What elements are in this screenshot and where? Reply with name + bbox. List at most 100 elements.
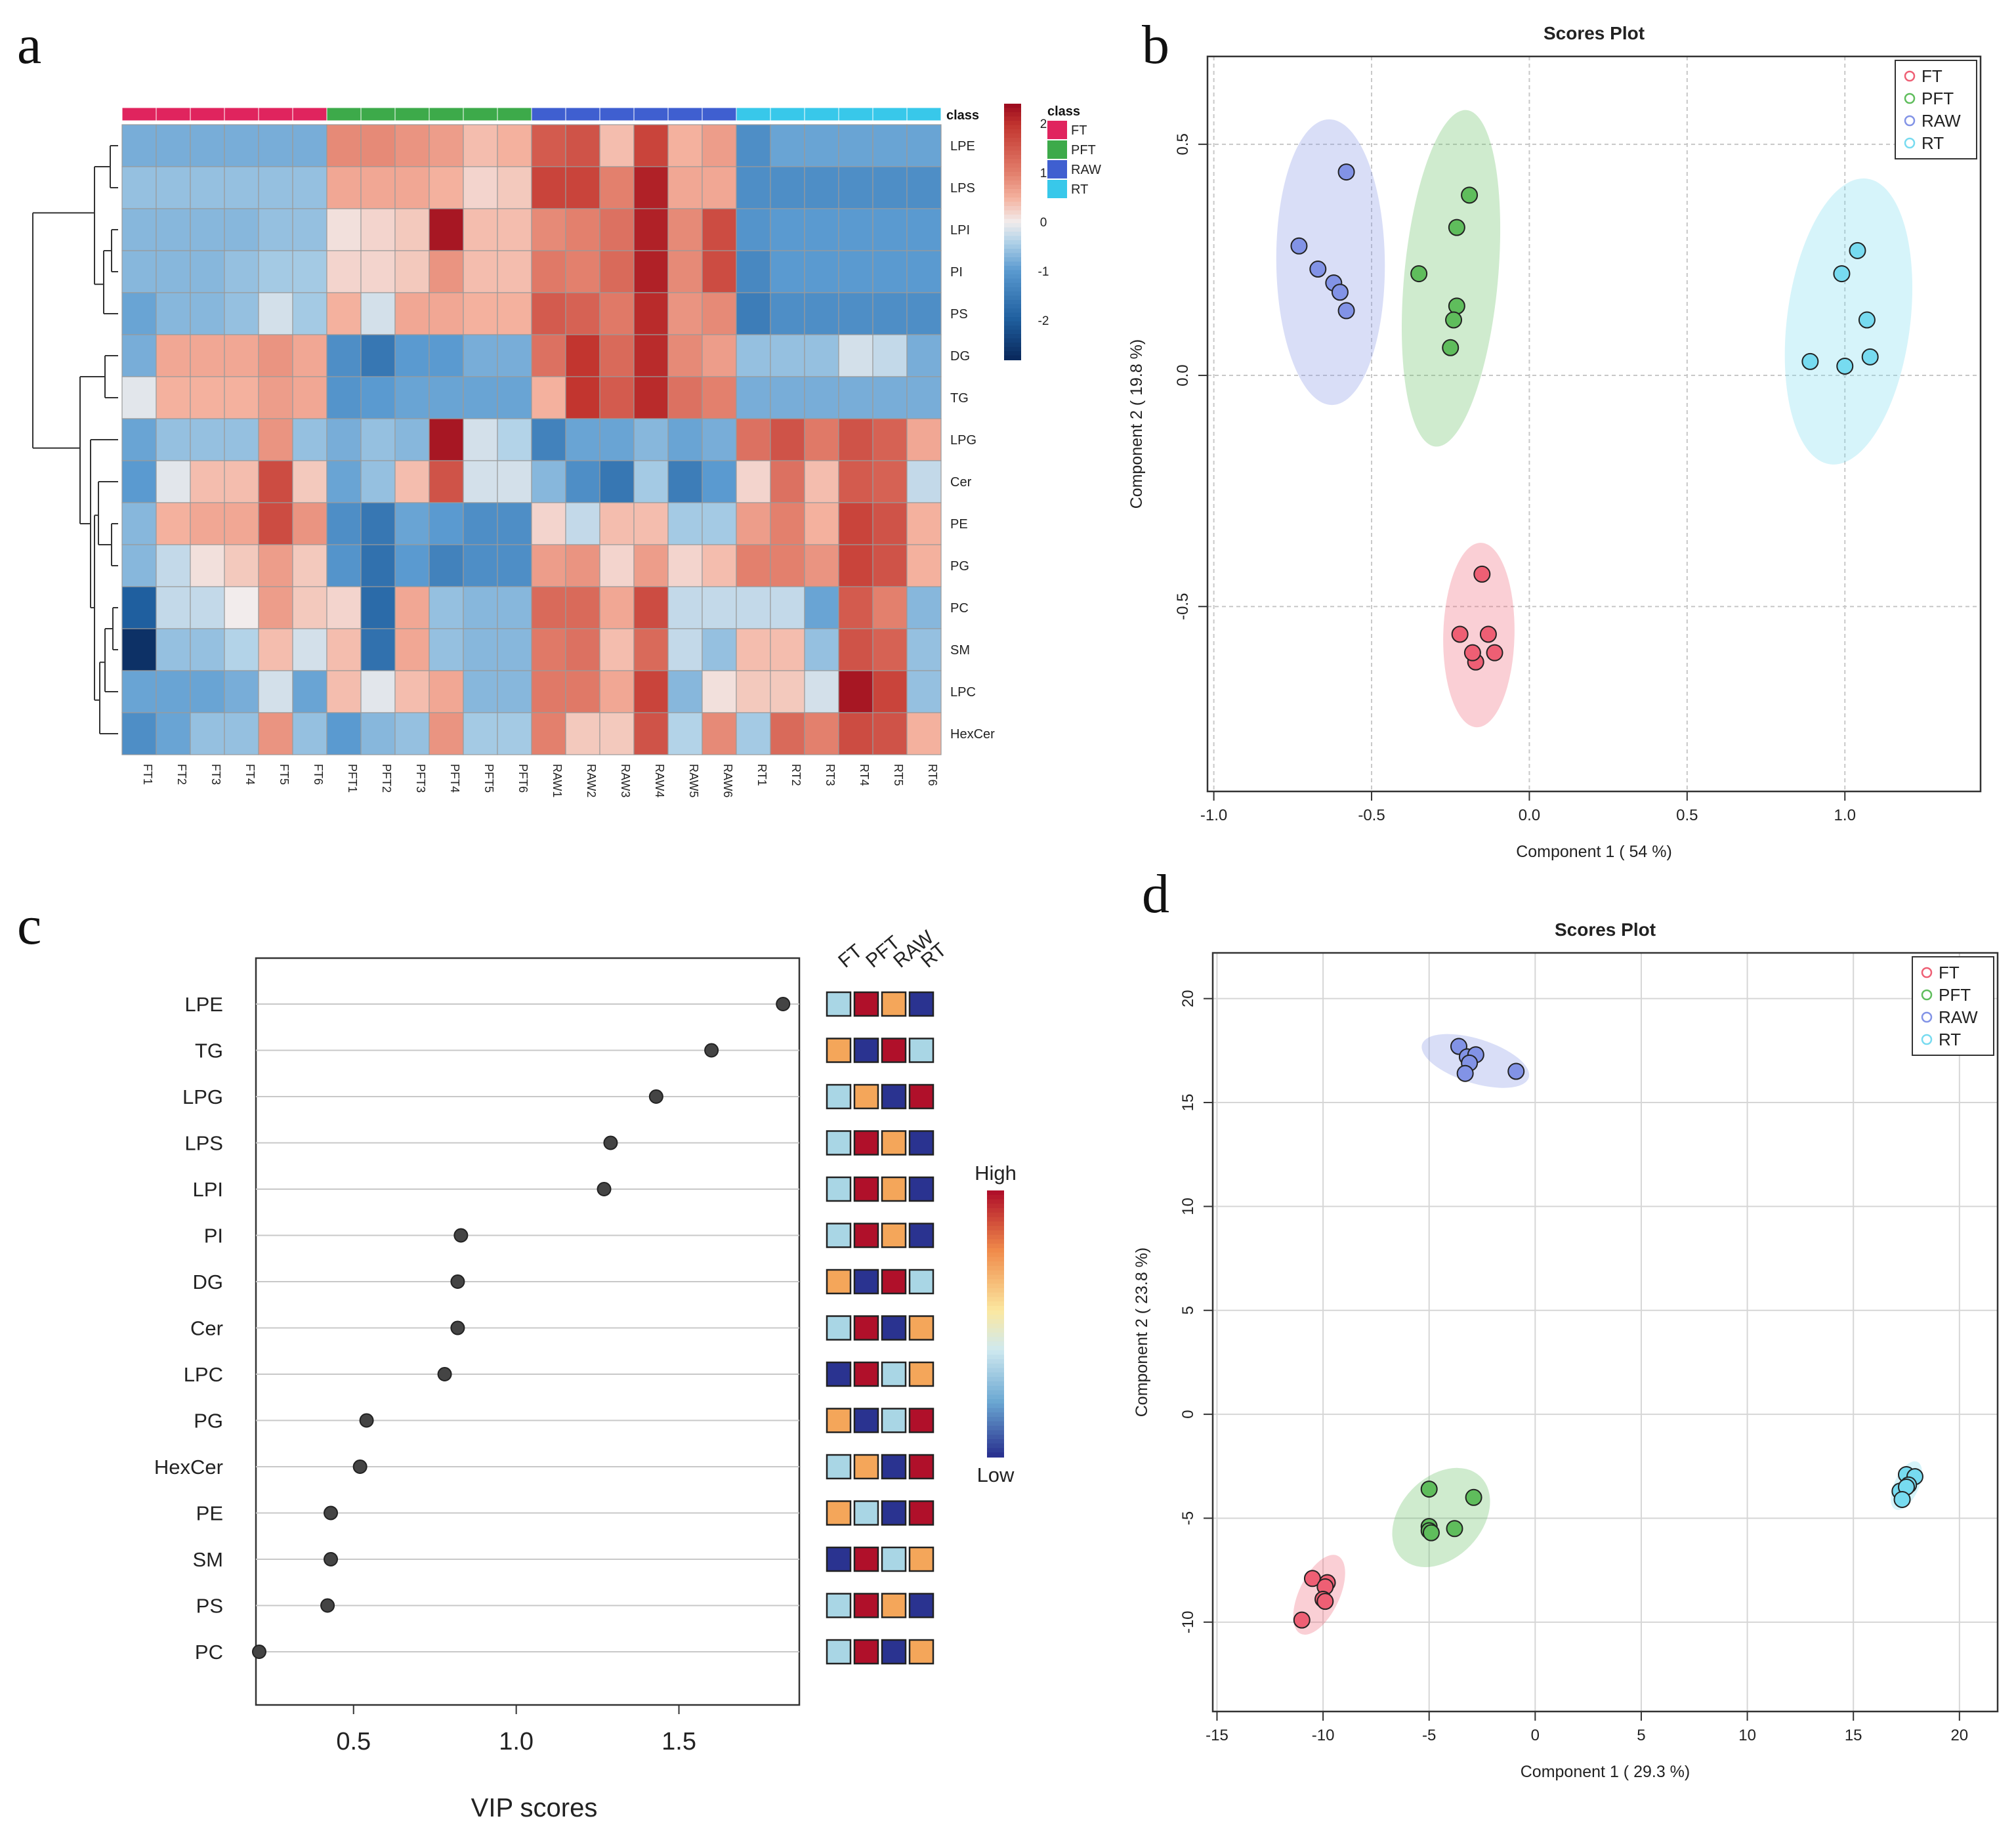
scale-bar-segment [1004,172,1021,177]
score-point [1448,219,1465,236]
vip-point [450,1274,465,1289]
heatmap-cell [190,166,225,209]
x-tick-label: -5 [1422,1727,1436,1744]
heatmap-cell [394,334,430,377]
y-tick-label: 0 [1179,1410,1197,1418]
heatmap-cell [872,502,908,545]
heatmap-cell [121,166,157,209]
heatmap-cell [292,670,327,713]
scale-bar-segment [1004,308,1021,314]
plot-frame [1206,55,1982,793]
scale-tick-label: -2 [1038,314,1049,328]
color-scale-segment [987,1412,1004,1418]
heatmap-cell [156,334,191,377]
scale-bar-segment [1004,167,1021,173]
vip-point [324,1505,339,1521]
heatmap-cell [190,460,225,503]
class-bar-cell [906,107,942,121]
heatmap-col-label: RT6 [926,764,939,786]
heatmap-cell [702,460,737,503]
heatmap-cell [360,292,396,335]
heatmap-cell [360,124,396,167]
heatmap-cell [599,418,635,461]
scale-bar-segment [1004,244,1021,249]
heatmap-cell [190,334,225,377]
heatmap-cell [258,502,293,545]
color-scale-segment [987,1385,1004,1391]
score-point [1893,1490,1911,1508]
heatmap-row-label: PI [950,265,963,280]
vip-point [776,997,791,1011]
legend-label: RT [1922,133,1944,153]
heatmap-col-label: RAW3 [619,764,632,797]
group-level-square [881,1083,907,1110]
heatmap-cell [667,376,703,419]
heatmap-cell [667,124,703,167]
heatmap-cell [565,670,600,713]
heatmap-cell [292,376,327,419]
heatmap-cell [838,166,873,209]
heatmap-cell [224,376,259,419]
color-scale-segment [987,1399,1004,1404]
x-tick-label: 0.0 [1519,807,1540,824]
color-scale-segment [987,1292,1004,1298]
heatmap-col-label: FT5 [278,764,291,785]
group-level-square [881,1315,907,1341]
score-point [1858,311,1876,329]
y-tick-label: -10 [1179,1610,1197,1633]
heatmap-cell [770,292,805,335]
heatmap-cell [429,544,464,587]
group-level-square [881,1639,907,1665]
heatmap-cell [838,628,873,671]
heatmap-cell [633,292,669,335]
heatmap-cell [121,208,157,251]
scale-bar-segment [1004,300,1021,305]
heatmap-cell [360,208,396,251]
legend-swatch [1047,160,1067,178]
class-bar-label: class [946,108,979,123]
heatmap-cell [258,208,293,251]
heatmap-row-label: PS [950,307,968,322]
heatmap-cell [156,586,191,629]
heatmap-cell [394,460,430,503]
class-bar-cell [770,107,805,121]
heatmap-cell [633,208,669,251]
group-ellipse [1392,1467,1490,1567]
plot-frame [255,957,801,1706]
heatmap-cell [429,712,464,755]
y-tick-label: 10 [1179,1198,1197,1215]
heatmap-col-label: RT1 [755,764,768,786]
scale-bar-segment [1004,155,1021,160]
scale-bar-segment [1004,261,1021,266]
heatmap-cell [121,250,157,293]
legend-box [1912,956,1994,1056]
heatmap-cell [838,418,873,461]
score-point [1473,565,1491,583]
heatmap-cell [156,208,191,251]
x-axis-label: Component 1 ( 54 %) [1516,843,1672,861]
group-level-square [853,1408,879,1433]
panel-label-c: c [17,895,41,956]
heatmap-cell [463,418,498,461]
heatmap-col-label: PFT3 [414,764,427,793]
heatmap-cell [156,628,191,671]
vip-point [704,1043,719,1058]
heatmap-cell [360,334,396,377]
heatmap-cell [633,376,669,419]
heatmap-cell [258,376,293,419]
heatmap-cell [565,124,600,167]
color-scale-segment [987,1443,1004,1449]
heatmap-cell [121,628,157,671]
heatmap-cell [838,376,873,419]
scale-bar-segment [1004,304,1021,309]
x-tick-label: 1.5 [662,1728,696,1755]
scale-bar-segment [1004,317,1021,322]
color-scale-high-label: High [975,1162,1017,1185]
heatmap-cell [770,502,805,545]
y-axis-label: Component 2 ( 19.8 %) [1127,339,1146,509]
heatmap-cell [429,418,464,461]
heatmap-cell [633,250,669,293]
heatmap-cell [224,418,259,461]
heatmap-cell [872,334,908,377]
heatmap-cell [531,670,566,713]
